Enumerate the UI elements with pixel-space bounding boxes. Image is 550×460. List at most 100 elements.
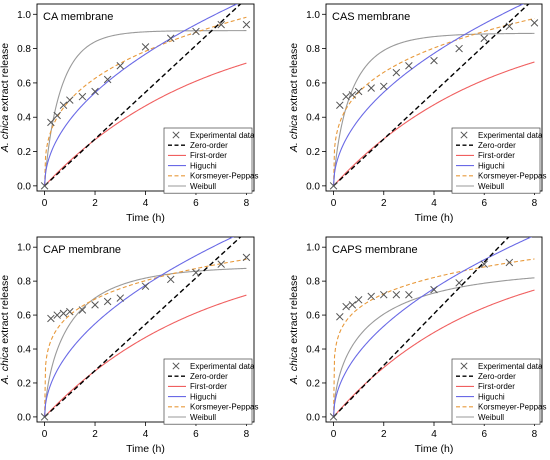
legend-label: Weibull <box>190 413 216 422</box>
data-point <box>480 34 488 43</box>
chart-panel-ca-membrane: 0 2 4 6 8 0.0 0.2 0.4 0.6 0.8 1.0 Time (h) A. chica … <box>0 3 258 224</box>
data-point <box>47 118 55 127</box>
data-point <box>116 294 125 302</box>
series-first-order <box>44 294 247 418</box>
legend-label: Korsmeyer-Peppas <box>190 403 258 412</box>
data-point <box>505 258 514 267</box>
data-point <box>192 268 200 277</box>
legend-label: Weibull <box>190 182 216 191</box>
x-tick-label: 6 <box>481 429 487 440</box>
data-point <box>53 111 61 120</box>
legend-label: Weibull <box>478 413 504 422</box>
data-point <box>430 56 438 65</box>
legend-label: Experimental data <box>478 362 543 371</box>
data-point <box>91 301 99 309</box>
data-point <box>342 302 350 311</box>
data-point <box>103 297 112 306</box>
y-tick-label: 0.2 <box>17 378 31 389</box>
panel-title: CAS membrane <box>332 11 410 23</box>
x-tick-label: 8 <box>244 198 250 209</box>
legend-label: Korsmeyer-Peppas <box>478 403 546 412</box>
legend-item-experimental-data: Experimental data <box>460 362 543 371</box>
legend-item-higuchi: Higuchi <box>456 392 505 401</box>
y-axis-label: A. chica extract release <box>288 43 300 153</box>
series-experimental-data <box>40 20 251 190</box>
y-tick-label: 0.8 <box>306 277 320 288</box>
legend-label: Higuchi <box>190 392 217 401</box>
data-point <box>530 19 539 27</box>
series-korsmeyer-peppas <box>332 258 535 417</box>
legend-label: Zero-order <box>190 141 228 150</box>
y-tick-label: 0.6 <box>306 78 320 89</box>
y-tick-label: 0.4 <box>17 345 31 356</box>
y-tick-label: 1.0 <box>306 243 320 254</box>
x-tick-label: 2 <box>381 429 387 440</box>
series-experimental-data <box>329 19 539 190</box>
panel-title: CA membrane <box>43 11 113 23</box>
y-tick-label: 0.0 <box>17 181 31 192</box>
legend-marker <box>172 131 180 139</box>
x-tick-label: 6 <box>481 198 487 209</box>
legend-item-experimental-data: Experimental data <box>172 131 255 140</box>
y-tick-label: 0.0 <box>306 181 320 192</box>
legend-item-zero-order: Zero-order <box>168 372 228 381</box>
data-point <box>66 96 74 104</box>
y-tick-label: 0.0 <box>306 412 320 423</box>
data-point <box>217 20 225 29</box>
series-zero-order <box>44 4 242 187</box>
y-tick-label: 0.8 <box>17 44 31 55</box>
y-tick-label: 0.2 <box>17 147 31 158</box>
legend-label: Higuchi <box>190 161 217 170</box>
data-point <box>166 34 175 43</box>
y-tick-label: 1.0 <box>17 243 31 254</box>
legend-label: First-order <box>190 151 227 160</box>
data-point <box>40 413 49 421</box>
x-tick-label: 6 <box>193 429 199 440</box>
legend-item-higuchi: Higuchi <box>168 161 217 170</box>
y-tick-label: 0.4 <box>306 113 320 124</box>
data-point <box>116 62 125 70</box>
model-curves <box>332 4 535 187</box>
data-point <box>59 309 68 318</box>
y-tick-label: 0.4 <box>306 345 320 356</box>
y-tick-label: 0.0 <box>17 412 31 423</box>
y-tick-label: 1.0 <box>17 10 31 21</box>
data-point <box>66 307 74 316</box>
legend-box <box>163 358 253 425</box>
series-experimental-data <box>40 253 251 421</box>
legend-item-korsmeyer-peppas: Korsmeyer-Peppas <box>168 172 258 181</box>
data-point <box>367 84 375 92</box>
legend-label: Higuchi <box>478 161 505 170</box>
data-point <box>78 306 87 314</box>
series-korsmeyer-peppas <box>332 17 535 186</box>
series-higuchi <box>332 4 525 186</box>
legend-item-higuchi: Higuchi <box>168 392 217 401</box>
data-point <box>430 285 438 294</box>
model-curves <box>44 237 247 418</box>
legend-box <box>451 358 541 425</box>
x-axis-label: Time (h) <box>415 443 454 455</box>
x-axis-label: Time (h) <box>126 212 165 224</box>
y-axis-label: A. chica extract release <box>288 275 300 385</box>
legend-item-first-order: First-order <box>456 151 515 160</box>
legend-label: First-order <box>478 151 515 160</box>
y-axis-label: A. chica extract release <box>0 43 11 153</box>
data-point <box>336 313 344 321</box>
data-point <box>59 101 68 109</box>
y-axis-label: A. chica extract release <box>0 275 11 385</box>
legend-marker <box>460 362 468 370</box>
legend: Experimental dataZero-orderFirst-orderHi… <box>163 127 258 194</box>
legend-item-experimental-data: Experimental data <box>460 131 543 140</box>
legend-label: First-order <box>190 382 227 391</box>
series-higuchi <box>44 237 235 417</box>
model-curves <box>44 4 247 187</box>
x-axis-label: Time (h) <box>126 443 165 455</box>
data-point <box>367 292 375 301</box>
legend-item-weibull: Weibull <box>456 413 504 422</box>
legend: Experimental dataZero-orderFirst-orderHi… <box>451 127 546 194</box>
data-point <box>342 92 350 101</box>
data-point <box>455 279 463 287</box>
series-higuchi <box>44 4 239 186</box>
data-point <box>348 91 357 99</box>
